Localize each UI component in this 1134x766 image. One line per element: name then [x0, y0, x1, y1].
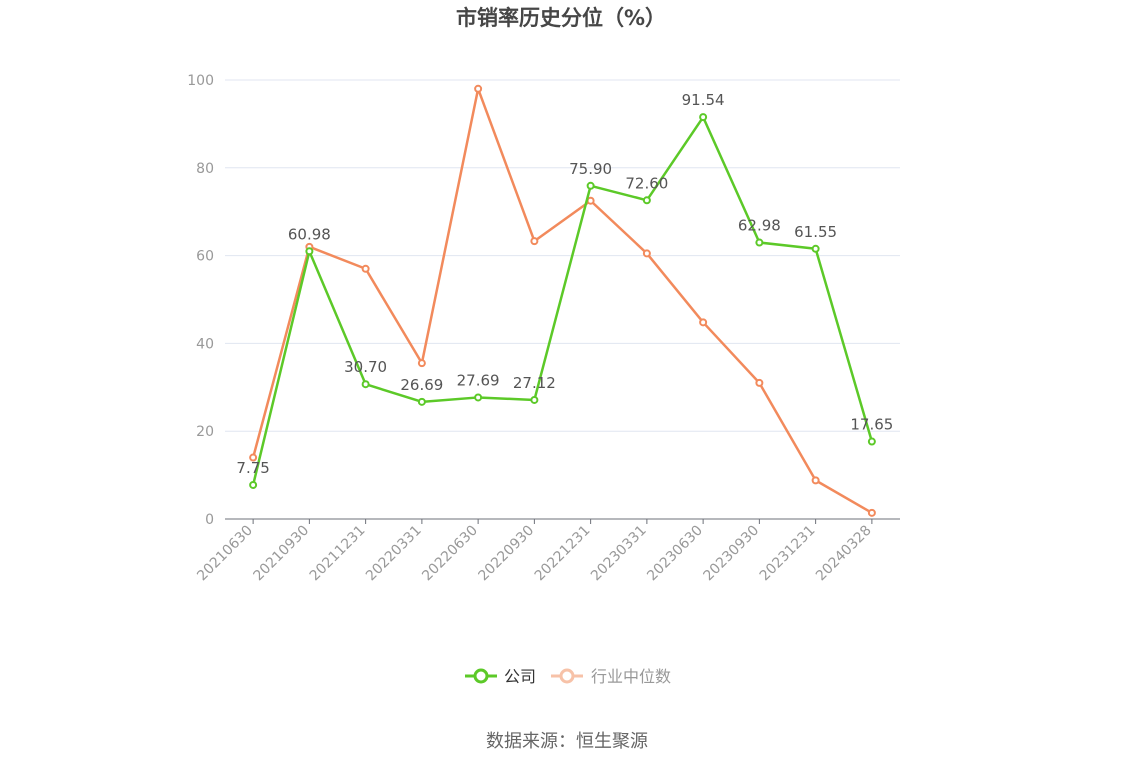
series-line-company [251, 115, 874, 486]
series-line-industry-median [251, 87, 873, 514]
data-point-company[interactable] [249, 480, 258, 489]
legend-marker-company [473, 668, 489, 684]
data-point-industry-median[interactable] [867, 508, 876, 517]
data-point-company[interactable] [474, 393, 483, 402]
y-axis: 0 20 40 60 80 100 [187, 73, 214, 528]
data-point-company[interactable] [755, 238, 764, 247]
data-label-company: 17.65 [850, 416, 893, 434]
chart-title: 市销率历史分位（%） [456, 6, 666, 30]
data-point-company[interactable] [305, 247, 314, 256]
x-tick-label: 20240328 [813, 523, 875, 585]
x-tick-label: 20211231 [307, 523, 369, 585]
x-tick-label: 20210930 [250, 523, 312, 585]
x-tick-label: 20220630 [419, 523, 481, 585]
data-label-company: 27.12 [513, 374, 556, 392]
data-point-industry-median[interactable] [417, 359, 426, 368]
data-label-company: 60.98 [288, 225, 331, 243]
y-tick-label: 40 [196, 336, 214, 352]
legend-marker-industry-median [559, 668, 575, 684]
x-tick-label: 20231231 [757, 523, 819, 585]
data-point-industry-median[interactable] [474, 84, 483, 93]
data-point-industry-median[interactable] [811, 476, 820, 485]
x-tick-label: 20230331 [588, 523, 650, 585]
data-point-company[interactable] [586, 181, 595, 190]
legend-item-company[interactable]: 公司 [465, 667, 536, 686]
data-point-industry-median[interactable] [699, 318, 708, 327]
data-point-company[interactable] [361, 380, 370, 389]
data-label-company: 30.70 [344, 358, 387, 376]
x-tick-label: 20210630 [194, 523, 256, 585]
data-point-company[interactable] [867, 437, 876, 446]
x-tick-label: 20220331 [363, 523, 425, 585]
x-tick-label: 20230630 [644, 523, 706, 585]
data-point-industry-median[interactable] [530, 237, 539, 246]
y-tick-label: 0 [205, 512, 214, 528]
x-tick-label: 20221231 [532, 523, 594, 585]
data-label-company: 62.98 [738, 217, 781, 235]
x-tick-label: 20220930 [475, 523, 537, 585]
data-label-company: 27.69 [457, 371, 500, 389]
data-point-company[interactable] [811, 244, 820, 253]
data-label-company: 75.90 [569, 160, 612, 178]
data-label-company: 26.69 [400, 376, 443, 394]
data-point-company[interactable] [699, 113, 708, 122]
data-labels: 7.75 60.98 30.70 26.69 27.69 27.12 75.90 72.60 9… [236, 91, 893, 477]
grid [225, 79, 900, 432]
legend-label-company: 公司 [504, 667, 536, 686]
data-point-industry-median[interactable] [755, 378, 764, 387]
x-axis: 2021063020210930202112312022033120220630… [194, 518, 900, 585]
data-point-company[interactable] [417, 397, 426, 406]
legend-item-industry-median[interactable]: 行业中位数 [551, 667, 671, 686]
series-group [249, 84, 876, 517]
legend: 公司 行业中位数 [465, 667, 671, 686]
data-label-company: 7.75 [236, 459, 269, 477]
y-tick-label: 20 [196, 424, 214, 440]
data-point-industry-median[interactable] [361, 264, 370, 273]
data-point-company[interactable] [642, 196, 651, 205]
data-source: 数据来源：恒生聚源 [486, 731, 648, 752]
data-point-industry-median[interactable] [642, 249, 651, 258]
data-point-industry-median[interactable] [249, 453, 258, 462]
y-tick-label: 60 [196, 249, 214, 265]
y-tick-label: 80 [196, 161, 214, 177]
data-label-company: 72.60 [625, 174, 668, 192]
x-tick-label: 20230930 [700, 523, 762, 585]
y-tick-label: 100 [187, 73, 214, 89]
data-point-company[interactable] [530, 395, 539, 404]
data-label-company: 91.54 [682, 91, 725, 109]
legend-label-industry-median: 行业中位数 [591, 667, 671, 686]
data-label-company: 61.55 [794, 223, 837, 241]
